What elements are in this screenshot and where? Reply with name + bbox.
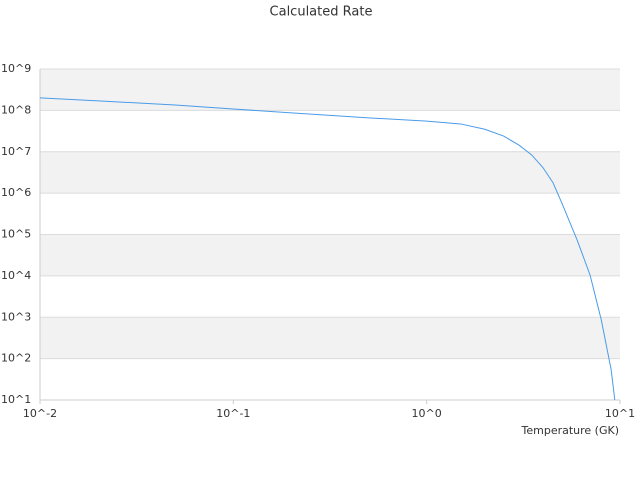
y-tick-label: 10^4 [1, 269, 31, 282]
y-tick-label: 10^9 [1, 62, 31, 75]
grid-band [40, 151, 620, 194]
y-tick-label: 10^3 [1, 310, 31, 323]
y-tick-label: 10^1 [1, 393, 31, 406]
data-line [39, 97, 616, 401]
y-tick-label: 10^2 [1, 352, 31, 365]
y-tick-label: 10^6 [1, 186, 31, 199]
grid-band [40, 69, 620, 111]
y-tick-label: 10^8 [1, 103, 31, 116]
x-axis-label: Temperature (GK) [521, 424, 620, 437]
x-tick-label: 10^1 [605, 407, 635, 420]
y-tick-label: 10^5 [1, 228, 31, 241]
x-tick-label: 10^-1 [216, 407, 250, 420]
grid-band [40, 317, 620, 359]
chart-title: Calculated Rate [270, 5, 373, 20]
grid-band [40, 234, 620, 276]
y-tick-label: 10^7 [1, 145, 31, 158]
x-tick-label: 10^-2 [23, 407, 57, 420]
x-tick-label: 10^0 [412, 407, 442, 420]
